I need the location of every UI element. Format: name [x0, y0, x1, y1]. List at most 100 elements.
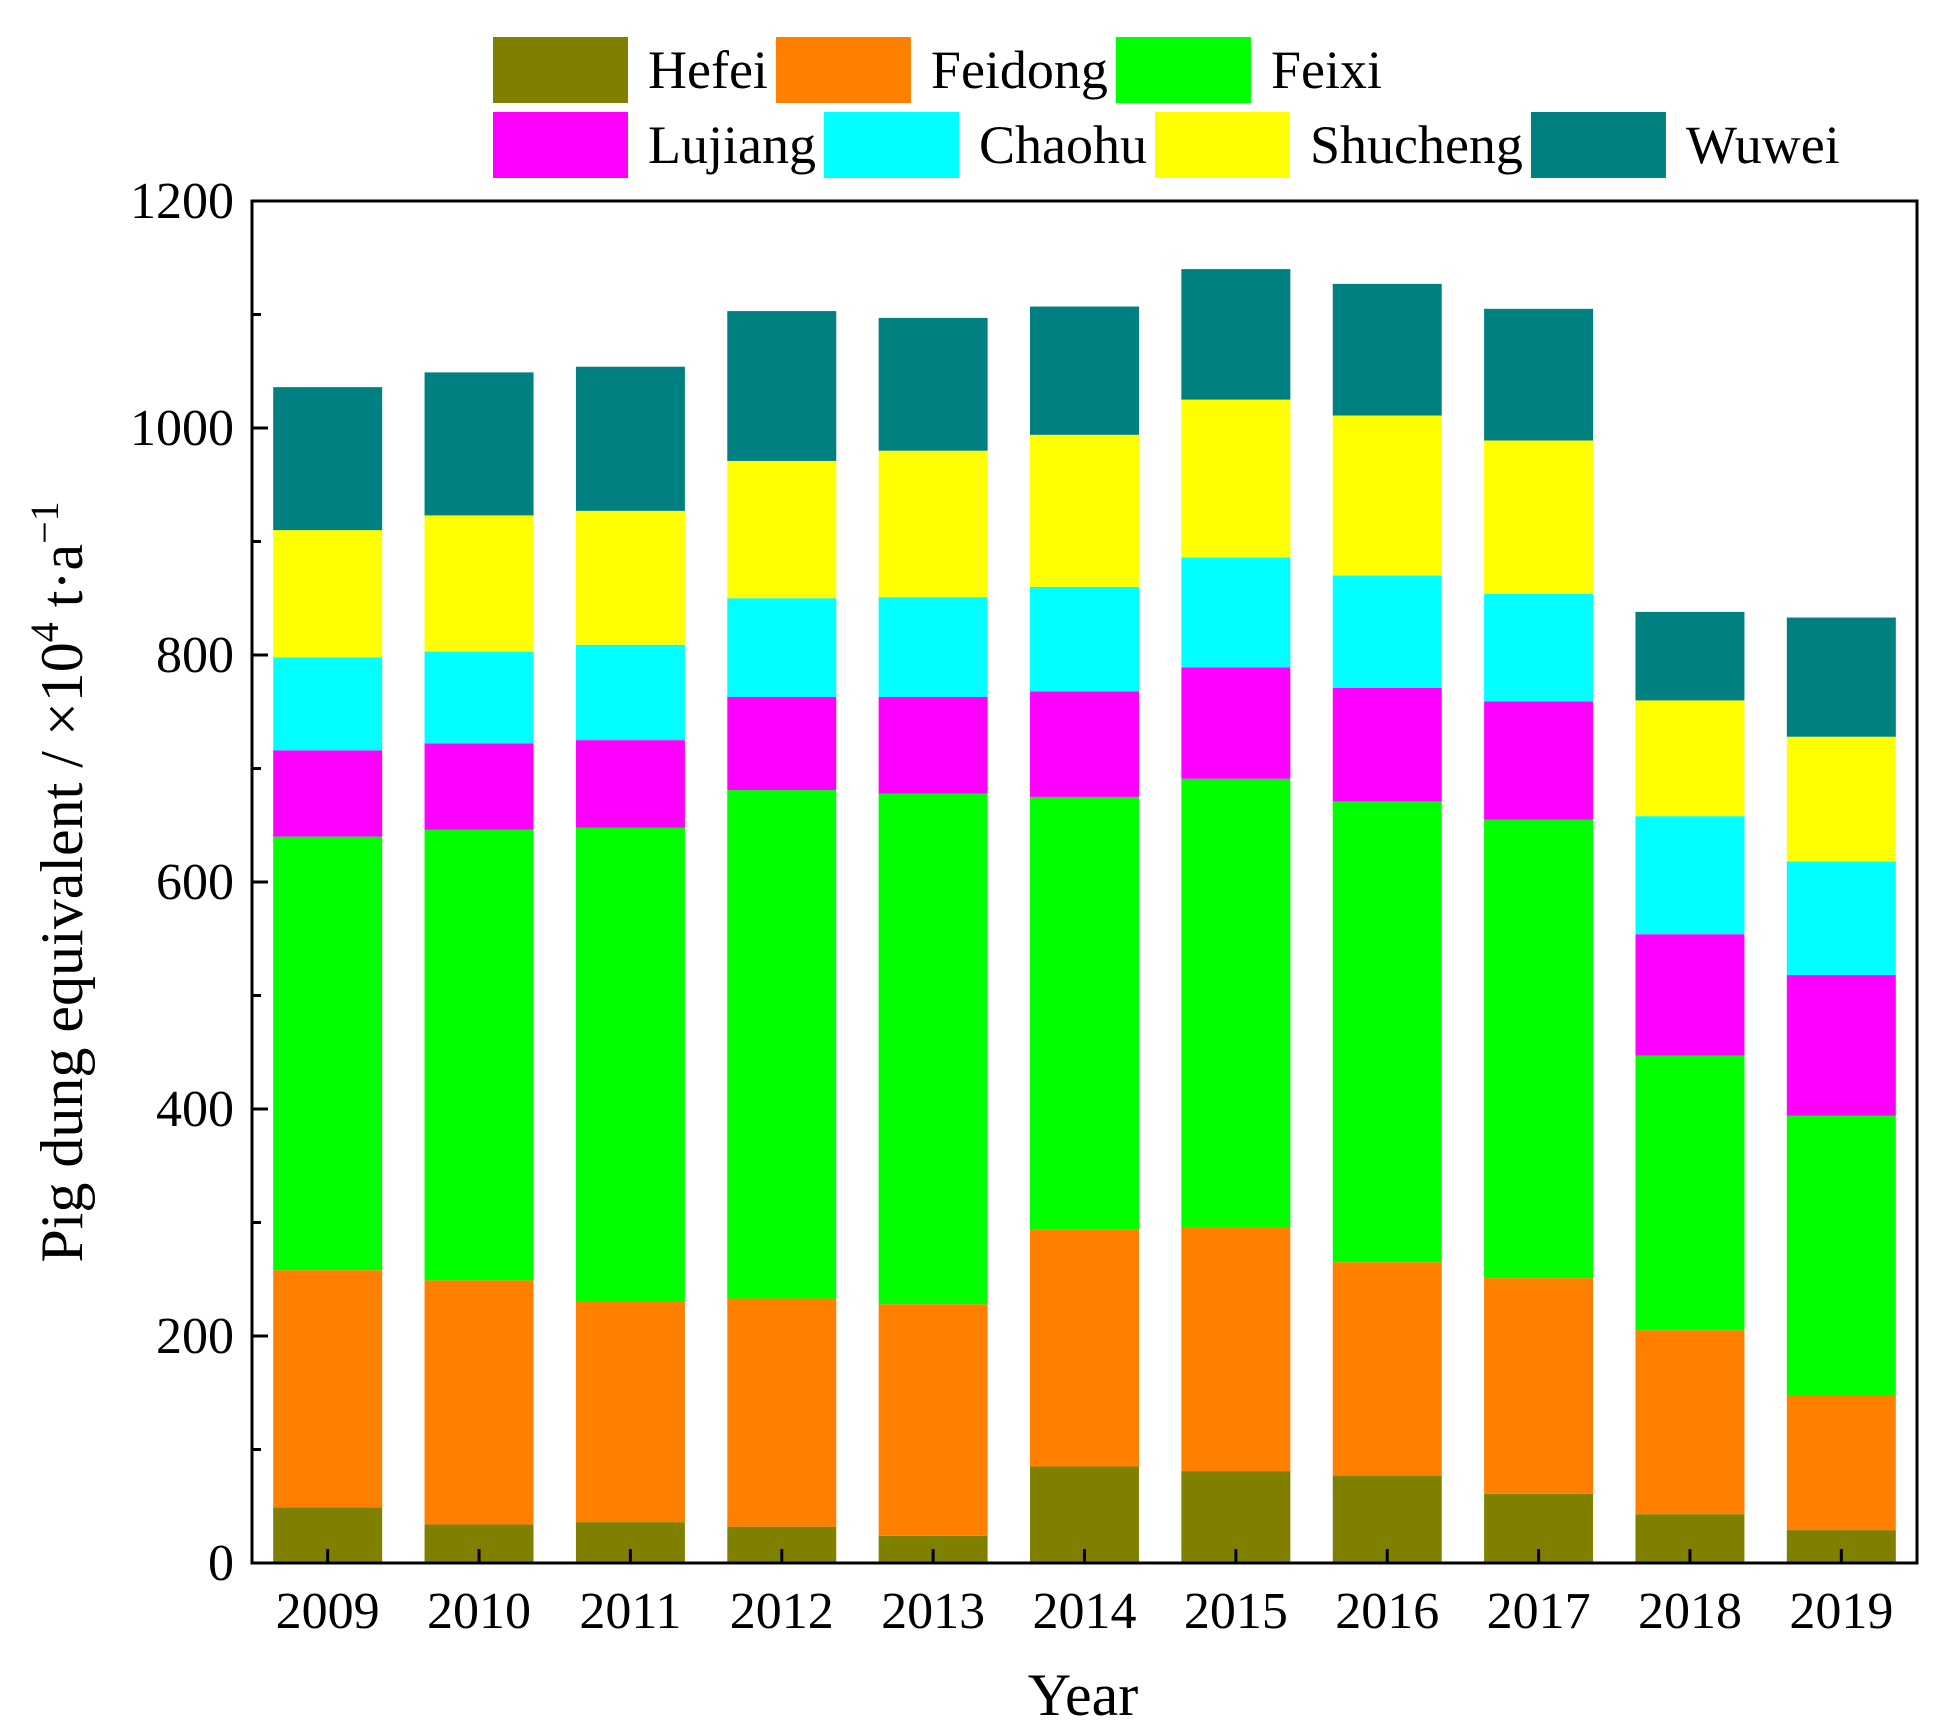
- bar-chaohu-2018: [1635, 816, 1745, 935]
- legend-label-feidong: Feidong: [931, 40, 1108, 100]
- legend-swatch-shucheng: [1154, 112, 1290, 178]
- x-tick-label-2009: 2009: [276, 1583, 380, 1640]
- bar-chaohu-2019: [1786, 861, 1896, 976]
- bar-lujiang-2012: [727, 696, 837, 791]
- y-axis-title-unit: t·a: [29, 544, 95, 622]
- x-tick-label-2013: 2013: [881, 1583, 985, 1640]
- bar-lujiang-2013: [878, 696, 988, 794]
- legend-label-lujiang: Lujiang: [648, 115, 816, 175]
- bar-feidong-2009: [273, 1270, 383, 1508]
- bar-shucheng-2017: [1484, 440, 1594, 594]
- x-tick-label-2016: 2016: [1335, 1583, 1439, 1640]
- legend-label-chaohu: Chaohu: [979, 115, 1147, 175]
- bar-feixi-2015: [1181, 778, 1291, 1228]
- x-tick-label-2010: 2010: [427, 1583, 531, 1640]
- bar-shucheng-2016: [1332, 415, 1442, 576]
- legend-label-shucheng: Shucheng: [1310, 115, 1523, 175]
- bar-chaohu-2017: [1484, 593, 1594, 702]
- legend-swatch-hefei: [493, 37, 628, 103]
- y-axis: 0 200 400 600 800 1000 1200: [130, 173, 268, 1592]
- legend-label-feixi: Feixi: [1271, 40, 1382, 100]
- bar-feidong-2019: [1786, 1395, 1896, 1531]
- bar-wuwei-2009: [273, 387, 383, 531]
- bar-shucheng-2015: [1181, 399, 1291, 558]
- bar-feixi-2012: [727, 790, 837, 1299]
- bar-wuwei-2016: [1332, 283, 1442, 416]
- bar-lujiang-2016: [1332, 687, 1442, 802]
- x-axis: 2009 2010 2011 2012 2013 2014 2015 2016 2017 2018…: [276, 1549, 1893, 1640]
- bar-lujiang-2019: [1786, 975, 1896, 1116]
- y-tick-label: 400: [156, 1081, 234, 1138]
- bar-chaohu-2009: [273, 657, 383, 751]
- y-tick-label: 1200: [130, 173, 234, 230]
- bar-lujiang-2018: [1635, 934, 1745, 1056]
- bar-feixi-2014: [1030, 796, 1139, 1230]
- bar-chaohu-2010: [424, 651, 534, 744]
- legend-swatch-feixi: [1115, 37, 1251, 103]
- bar-lujiang-2015: [1181, 667, 1291, 779]
- bar-chaohu-2015: [1181, 557, 1291, 668]
- bar-feidong-2012: [727, 1298, 837, 1527]
- y-axis-title-unit-exponent: −1: [22, 501, 67, 544]
- y-tick-label: 0: [208, 1535, 234, 1592]
- y-tick-label: 1000: [130, 400, 234, 457]
- bar-lujiang-2014: [1030, 691, 1139, 797]
- bar-shucheng-2019: [1786, 736, 1896, 862]
- bar-feixi-2018: [1635, 1055, 1745, 1331]
- y-axis-title-main: Pig dung equivalent / ×10: [29, 642, 95, 1262]
- bar-feixi-2011: [575, 827, 685, 1302]
- y-tick-label: 200: [156, 1308, 234, 1365]
- bar-shucheng-2011: [575, 510, 685, 645]
- y-axis-title-exponent: 4: [22, 622, 67, 642]
- bar-feidong-2014: [1030, 1229, 1139, 1467]
- bar-wuwei-2017: [1484, 308, 1594, 441]
- bar-feidong-2018: [1635, 1330, 1745, 1515]
- bar-shucheng-2018: [1635, 700, 1745, 817]
- bar-hefei-2015: [1181, 1471, 1291, 1563]
- bar-chaohu-2011: [575, 644, 685, 741]
- bar-lujiang-2010: [424, 743, 534, 830]
- bar-feidong-2017: [1484, 1278, 1594, 1494]
- x-tick-label-2014: 2014: [1033, 1583, 1137, 1640]
- bar-wuwei-2013: [878, 317, 988, 451]
- bar-feixi-2013: [878, 793, 988, 1305]
- bar-lujiang-2017: [1484, 701, 1594, 820]
- legend-label-hefei: Hefei: [648, 40, 768, 100]
- bar-wuwei-2018: [1635, 611, 1745, 701]
- bar-chaohu-2016: [1332, 575, 1442, 688]
- bar-chaohu-2014: [1030, 586, 1139, 692]
- x-tick-label-2012: 2012: [730, 1583, 834, 1640]
- bar-chaohu-2013: [878, 597, 988, 697]
- x-axis-title: Year: [1028, 1662, 1139, 1728]
- x-tick-label-2019: 2019: [1789, 1583, 1893, 1640]
- bar-shucheng-2014: [1030, 434, 1139, 587]
- bar-feixi-2017: [1484, 819, 1594, 1279]
- bar-feixi-2009: [273, 836, 383, 1271]
- bar-feidong-2010: [424, 1280, 534, 1525]
- bar-wuwei-2015: [1181, 269, 1291, 400]
- x-tick-label-2017: 2017: [1487, 1583, 1591, 1640]
- bar-wuwei-2011: [575, 366, 685, 511]
- bar-feixi-2010: [424, 829, 534, 1281]
- bar-wuwei-2019: [1786, 617, 1896, 737]
- x-tick-label-2015: 2015: [1184, 1583, 1288, 1640]
- bar-hefei-2016: [1332, 1475, 1442, 1563]
- legend-label-wuwei: Wuwei: [1686, 115, 1840, 175]
- legend-swatch-feidong: [775, 37, 911, 103]
- bar-wuwei-2010: [424, 372, 534, 516]
- bar-feixi-2019: [1786, 1115, 1896, 1396]
- legend-swatch-lujiang: [493, 112, 628, 178]
- bar-hefei-2014: [1030, 1466, 1139, 1563]
- bar-feidong-2011: [575, 1301, 685, 1523]
- bar-shucheng-2012: [727, 460, 837, 599]
- bars: [273, 269, 1896, 1563]
- bar-shucheng-2009: [273, 530, 383, 658]
- bar-shucheng-2013: [878, 450, 988, 598]
- y-axis-title: Pig dung equivalent / ×104 t·a−1: [22, 501, 95, 1262]
- bar-lujiang-2011: [575, 740, 685, 828]
- bar-shucheng-2010: [424, 515, 534, 652]
- bar-chaohu-2012: [727, 598, 837, 697]
- bar-wuwei-2014: [1030, 306, 1139, 435]
- y-tick-label: 600: [156, 854, 234, 911]
